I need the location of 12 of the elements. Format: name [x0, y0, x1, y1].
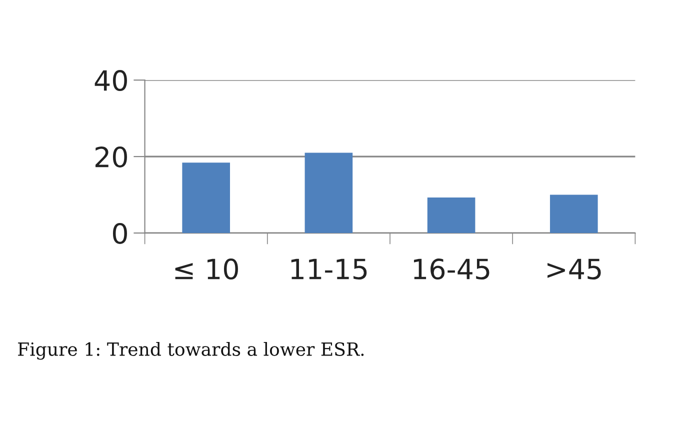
bar — [304, 152, 353, 234]
x-tick-label: 16-45 — [414, 258, 490, 280]
bar — [182, 162, 230, 234]
y-tick-label: 40 — [94, 70, 127, 92]
bar — [550, 194, 598, 234]
x-tick-label: >45 — [548, 258, 601, 280]
caption: Figure 1: Trend towards a lower ESR. — [18, 342, 364, 360]
bar — [427, 197, 476, 234]
x-tick-label: ≤ 10 — [175, 258, 238, 280]
y-tick-label: 20 — [96, 146, 127, 168]
y-tick-label: 0 — [112, 222, 127, 244]
x-tick-label: 11-15 — [291, 258, 367, 280]
